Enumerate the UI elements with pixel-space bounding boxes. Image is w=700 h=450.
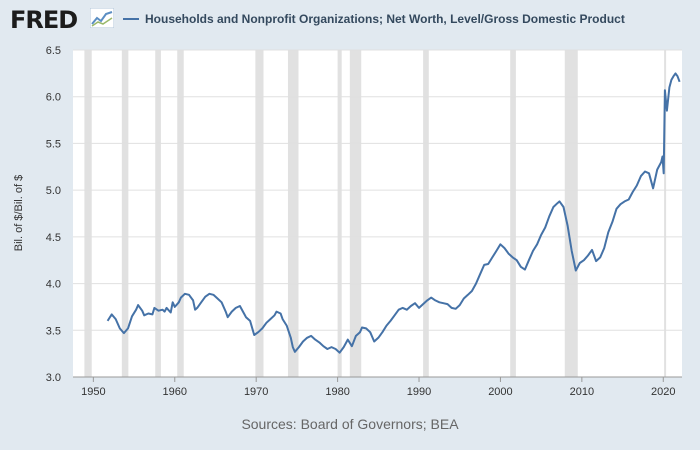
sources-note: Sources: Board of Governors; BEA <box>241 416 459 432</box>
y-tick-label: 5.0 <box>46 185 61 197</box>
x-tick-label: 1960 <box>163 386 187 398</box>
recession-band <box>121 50 129 377</box>
recession-band <box>287 50 299 377</box>
recession-band <box>349 50 362 377</box>
x-axis: 1950 1960 1970 1980 1990 2000 2010 2020 <box>73 376 682 398</box>
legend-swatch <box>123 18 139 20</box>
series-line <box>106 72 681 354</box>
x-tick-label: 2020 <box>651 386 675 398</box>
y-tick-label: 3.0 <box>46 372 61 384</box>
y-tick-label: 5.5 <box>46 138 61 150</box>
header: FRED Households and Nonprofit Organizati… <box>0 0 700 40</box>
y-tick-label: 6.5 <box>46 45 61 57</box>
recession-band <box>177 50 184 377</box>
legend: Households and Nonprofit Organizations; … <box>123 12 625 26</box>
recession-band <box>423 50 429 377</box>
recession-band <box>564 50 578 377</box>
chart-line-icon <box>90 8 114 28</box>
y-tick-label: 6.0 <box>46 92 61 104</box>
plot-area <box>73 50 682 377</box>
y-tick-label: 4.0 <box>46 279 61 291</box>
y-axis-label: Bil. of $/Bil. of $ <box>13 175 25 251</box>
y-tick-label: 3.5 <box>46 325 61 337</box>
x-tick-label: 1970 <box>244 386 268 398</box>
legend-label: Households and Nonprofit Organizations; … <box>145 12 625 26</box>
x-tick-label: 1950 <box>81 386 105 398</box>
recession-band <box>255 50 264 377</box>
recession-band <box>337 50 342 377</box>
y-axis: 3.0 3.5 4.0 4.5 5.0 5.5 6.0 6.5 <box>46 45 61 384</box>
fred-logo[interactable]: FRED <box>10 6 78 34</box>
series <box>106 72 681 354</box>
recession-band <box>155 50 161 377</box>
recession-band <box>84 50 92 377</box>
x-tick-label: 2000 <box>488 386 512 398</box>
recession-band <box>510 50 516 377</box>
y-tick-label: 4.5 <box>46 232 61 244</box>
x-tick-label: 2010 <box>570 386 594 398</box>
recession-bands <box>84 50 667 377</box>
recession-band <box>664 50 667 377</box>
x-tick-label: 1980 <box>325 386 349 398</box>
x-tick-label: 1990 <box>407 386 431 398</box>
